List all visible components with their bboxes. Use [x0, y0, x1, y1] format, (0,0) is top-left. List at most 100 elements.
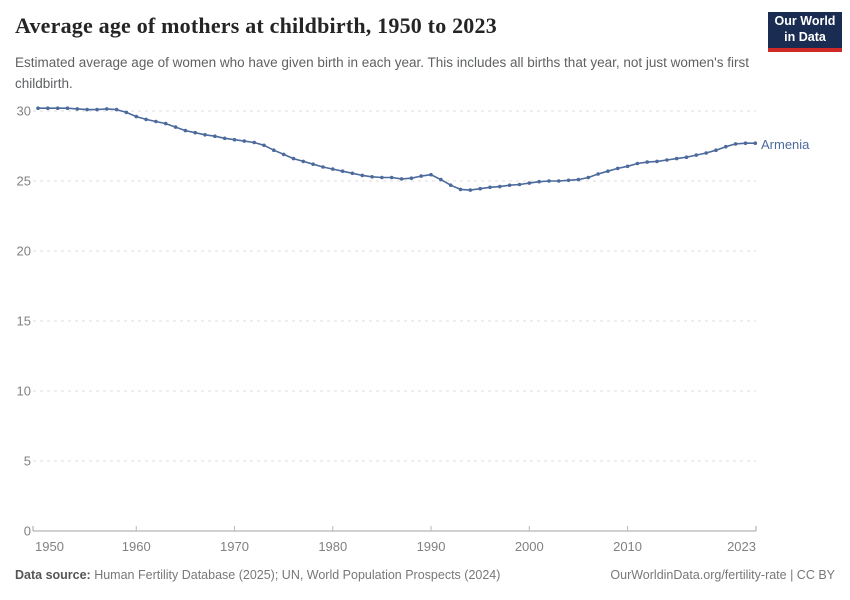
- x-axis-label: 1980: [318, 539, 347, 554]
- y-axis-label: 25: [17, 174, 31, 189]
- data-point[interactable]: [124, 110, 129, 115]
- data-source-label: Data source:: [15, 568, 91, 582]
- data-point[interactable]: [340, 169, 345, 173]
- x-axis-label: 1950: [35, 539, 64, 554]
- data-point[interactable]: [625, 164, 630, 169]
- data-point[interactable]: [321, 165, 325, 169]
- data-point[interactable]: [65, 106, 70, 110]
- data-point[interactable]: [409, 176, 414, 180]
- data-point[interactable]: [183, 128, 188, 133]
- data-point[interactable]: [75, 107, 80, 111]
- data-point[interactable]: [311, 162, 315, 166]
- data-point[interactable]: [547, 179, 551, 183]
- data-point[interactable]: [213, 134, 217, 138]
- data-point[interactable]: [232, 137, 237, 142]
- data-point[interactable]: [55, 106, 60, 110]
- chart-footer: Data source: Human Fertility Database (2…: [15, 568, 835, 582]
- data-point[interactable]: [46, 106, 50, 110]
- data-point[interactable]: [262, 143, 266, 148]
- data-point[interactable]: [615, 166, 620, 171]
- data-point[interactable]: [360, 173, 365, 178]
- data-point[interactable]: [85, 107, 89, 112]
- owid-logo[interactable]: Our World in Data: [768, 12, 842, 52]
- x-axis-label: 2023: [727, 539, 756, 554]
- x-axis-label: 1960: [122, 539, 151, 554]
- data-point[interactable]: [606, 169, 610, 173]
- y-axis-label: 20: [17, 244, 31, 259]
- data-point[interactable]: [714, 148, 718, 152]
- data-point[interactable]: [645, 160, 649, 164]
- data-point[interactable]: [753, 141, 758, 145]
- data-point[interactable]: [331, 167, 335, 171]
- y-axis-label: 5: [24, 454, 31, 469]
- data-point[interactable]: [380, 175, 384, 180]
- data-point[interactable]: [498, 184, 502, 189]
- data-point[interactable]: [724, 144, 728, 149]
- y-axis-label: 0: [24, 524, 31, 539]
- data-point[interactable]: [291, 156, 296, 161]
- data-point[interactable]: [674, 156, 679, 161]
- data-point[interactable]: [458, 187, 463, 192]
- data-point[interactable]: [242, 139, 247, 143]
- data-point[interactable]: [576, 177, 581, 182]
- footer-link[interactable]: OurWorldinData.org/fertility-rate | CC B…: [610, 568, 835, 582]
- data-point[interactable]: [95, 107, 99, 112]
- chart-subtitle: Estimated average age of women who have …: [15, 55, 749, 92]
- data-point[interactable]: [134, 114, 139, 119]
- data-point[interactable]: [193, 130, 197, 135]
- data-point[interactable]: [527, 181, 532, 185]
- data-point[interactable]: [301, 159, 306, 164]
- x-axis-label: 1990: [417, 539, 446, 554]
- data-point[interactable]: [36, 106, 40, 110]
- logo-text-line2: in Data: [784, 30, 826, 44]
- data-point[interactable]: [733, 142, 738, 146]
- data-point[interactable]: [596, 172, 600, 176]
- data-point[interactable]: [468, 188, 473, 192]
- data-point[interactable]: [566, 178, 571, 183]
- y-axis-label: 10: [17, 384, 31, 399]
- data-point[interactable]: [694, 153, 699, 157]
- data-point[interactable]: [144, 117, 148, 122]
- data-point[interactable]: [684, 155, 689, 159]
- data-source: Data source: Human Fertility Database (2…: [15, 568, 500, 582]
- data-point[interactable]: [429, 172, 433, 177]
- data-point[interactable]: [350, 171, 355, 176]
- data-point[interactable]: [537, 179, 541, 184]
- data-point[interactable]: [163, 121, 168, 126]
- data-point[interactable]: [252, 140, 256, 145]
- data-point[interactable]: [370, 175, 374, 179]
- data-point[interactable]: [203, 133, 207, 137]
- data-point[interactable]: [173, 125, 178, 129]
- data-point[interactable]: [507, 183, 512, 187]
- data-point[interactable]: [389, 175, 394, 180]
- data-point[interactable]: [439, 177, 443, 182]
- data-point[interactable]: [114, 107, 119, 112]
- logo-text-line1: Our World: [774, 14, 836, 29]
- data-point[interactable]: [557, 179, 561, 183]
- data-point[interactable]: [488, 185, 492, 190]
- data-point[interactable]: [635, 161, 640, 166]
- x-axis-label: 2010: [613, 539, 642, 554]
- data-point[interactable]: [154, 119, 158, 124]
- chart-title: Average age of mothers at childbirth, 19…: [15, 13, 497, 38]
- data-point[interactable]: [665, 158, 669, 162]
- y-axis-label: 30: [17, 104, 31, 119]
- data-point[interactable]: [105, 107, 109, 111]
- series-label-armenia[interactable]: Armenia: [761, 137, 810, 152]
- data-point[interactable]: [448, 183, 453, 187]
- data-point[interactable]: [399, 177, 404, 181]
- data-point[interactable]: [743, 141, 748, 145]
- data-point[interactable]: [655, 159, 659, 164]
- data-point[interactable]: [272, 148, 276, 152]
- data-point[interactable]: [419, 174, 424, 178]
- x-axis-label: 1970: [220, 539, 249, 554]
- data-point[interactable]: [281, 152, 286, 157]
- data-point[interactable]: [704, 151, 708, 155]
- data-point[interactable]: [478, 186, 483, 191]
- y-axis-label: 15: [17, 314, 31, 329]
- data-point[interactable]: [517, 182, 522, 187]
- line-chart[interactable]: 0 5 10 15 20 25 30 1950 1960 1970 1980 1990 2000 2010…: [0, 95, 850, 565]
- data-point[interactable]: [586, 175, 591, 180]
- data-point[interactable]: [222, 136, 227, 141]
